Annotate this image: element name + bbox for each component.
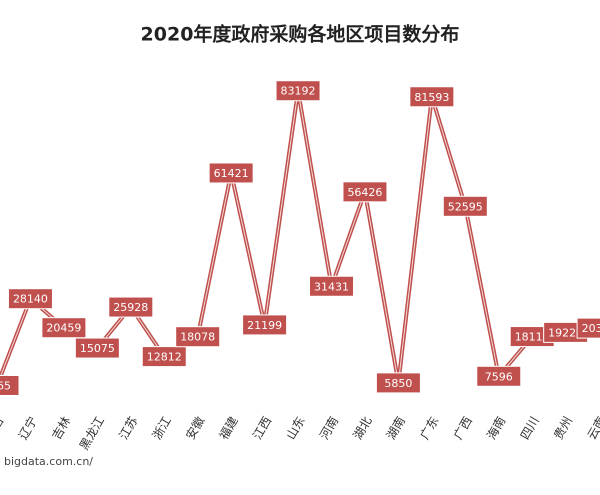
- data-label-box: [476, 365, 522, 387]
- data-label: 18116: [515, 331, 550, 344]
- data-label: 15075: [80, 342, 115, 355]
- data-label: 31431: [314, 280, 349, 293]
- data-label: 5165: [0, 379, 11, 392]
- data-label: 25928: [113, 301, 148, 314]
- data-label-box: [409, 86, 455, 108]
- data-label-box: [141, 346, 187, 368]
- data-label: 18078: [180, 331, 215, 344]
- data-label: 52595: [448, 200, 483, 213]
- data-label-box: [342, 181, 388, 203]
- data-label: 5850: [384, 377, 412, 390]
- data-label: 61421: [214, 167, 249, 180]
- data-label-box: [242, 314, 288, 336]
- data-label-box: [576, 317, 600, 339]
- data-label: 12812: [147, 351, 182, 364]
- data-label-box: [74, 337, 120, 359]
- data-label-box: [375, 372, 421, 394]
- chart-title: 2020年度政府采购各地区项目数分布: [141, 23, 460, 46]
- data-label-box: [442, 195, 488, 217]
- data-label-box: [309, 275, 354, 297]
- data-label: 81593: [414, 91, 449, 104]
- data-label-box: [7, 288, 53, 310]
- data-label-box: [0, 374, 20, 396]
- data-label: 20459: [46, 322, 81, 335]
- data-label: 7596: [485, 370, 513, 383]
- data-label: 20348: [582, 322, 600, 335]
- data-label-box: [108, 296, 154, 318]
- data-label: 19222: [548, 326, 583, 339]
- data-label: 28140: [13, 293, 48, 306]
- data-label-box: [175, 326, 221, 348]
- data-label: 83192: [281, 85, 316, 98]
- source-note: bigdata.com.cn/: [4, 455, 93, 468]
- marks: 5165 28140 20459 15075 25928 12812 18078 61421 2…: [0, 80, 600, 396]
- data-label-box: [208, 162, 254, 184]
- data-label: 21199: [247, 319, 282, 332]
- data-label-box: [275, 80, 321, 102]
- data-label: 56426: [347, 186, 382, 199]
- data-label-box: [41, 317, 87, 339]
